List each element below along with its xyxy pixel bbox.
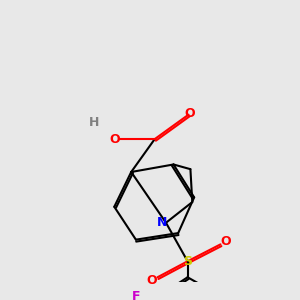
Text: O: O (184, 107, 195, 120)
Text: S: S (183, 255, 192, 268)
Text: O: O (147, 274, 157, 286)
Text: F: F (132, 290, 140, 300)
Text: O: O (110, 133, 120, 146)
Text: N: N (157, 216, 167, 229)
Text: O: O (221, 235, 231, 248)
Text: H: H (88, 116, 99, 129)
